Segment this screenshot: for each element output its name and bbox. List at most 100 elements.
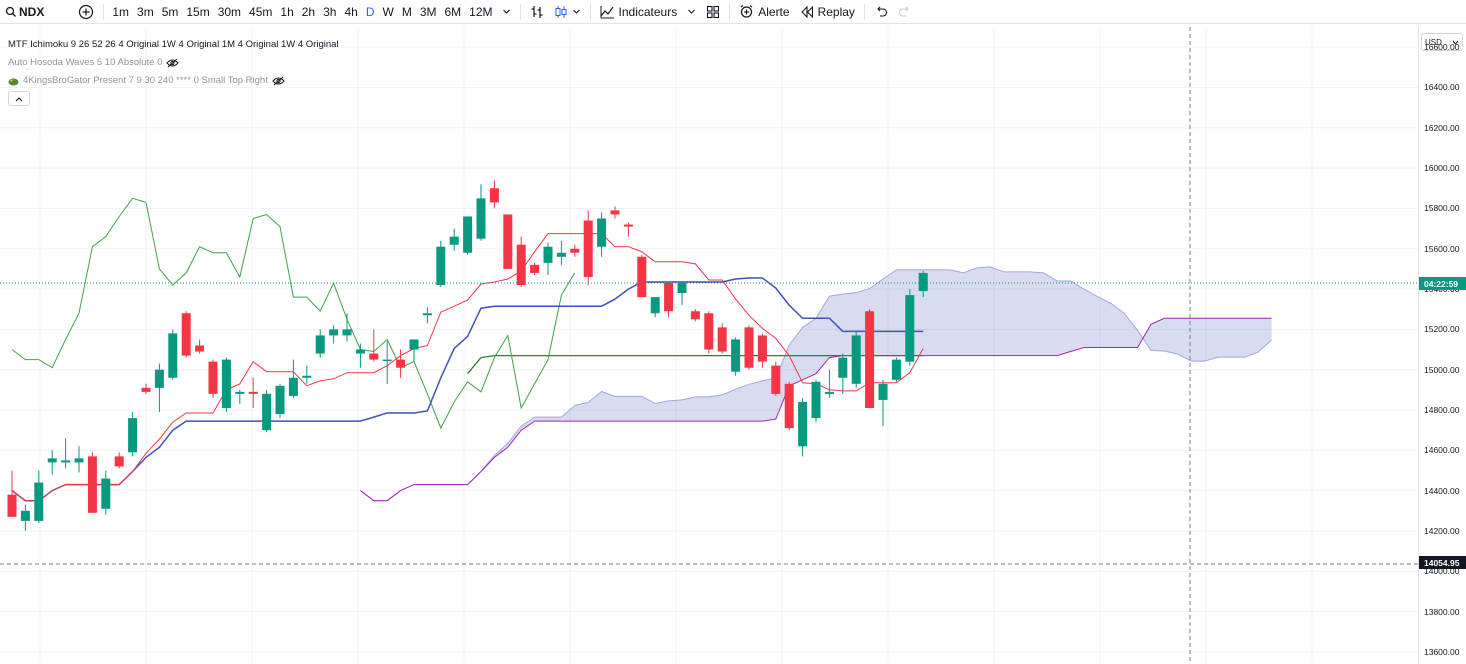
candle-style-button[interactable]: [549, 0, 586, 24]
candle: [288, 359, 298, 398]
chart-canvas[interactable]: [0, 27, 1418, 664]
candle-body: [34, 482, 44, 521]
price-tick-label: 15800.00: [1424, 203, 1460, 214]
candle-body: [556, 252, 566, 257]
candle-body: [396, 359, 406, 368]
candle: [637, 254, 647, 298]
interval-12m[interactable]: 12M: [469, 4, 493, 19]
candle: [275, 383, 285, 419]
replay-button[interactable]: Replay: [795, 0, 860, 24]
templates-button[interactable]: [701, 0, 725, 24]
candle-body: [905, 295, 915, 362]
legend-kingsbrogator[interactable]: 4KingsBroGator Present 7 9 30 240 **** 0…: [8, 72, 339, 90]
price-tick-label: 15000.00: [1424, 364, 1460, 375]
price-tick-label: 15200.00: [1424, 324, 1460, 335]
candle: [543, 242, 553, 275]
candle-body: [650, 297, 660, 314]
candle: [369, 329, 379, 362]
candle-body: [597, 218, 607, 247]
candle-body: [838, 357, 848, 378]
indicators-icon: [600, 4, 615, 19]
candle: [503, 214, 513, 269]
candle: [811, 379, 821, 423]
chevron-down-icon: [687, 7, 696, 16]
candle-body: [744, 327, 754, 368]
interval-3m[interactable]: 3m: [137, 4, 154, 19]
candle-body: [61, 460, 71, 463]
candle: [865, 309, 875, 408]
interval-30m[interactable]: 30m: [217, 4, 242, 19]
crosshair-price-tag: 14054.95: [1419, 556, 1466, 569]
chart-svg[interactable]: [0, 27, 1418, 664]
candle-body: [128, 418, 138, 453]
kumo-fill: [360, 266, 1272, 501]
candle-body: [878, 383, 888, 400]
legend-hosoda[interactable]: Auto Hosoda Waves 5 10 Absolute 0: [8, 54, 339, 72]
candle-body: [382, 359, 392, 362]
interval-15m[interactable]: 15m: [186, 4, 210, 19]
candle-body: [664, 283, 674, 312]
candle-body: [503, 214, 513, 269]
legend-ichimoku[interactable]: MTF Ichimoku 9 26 52 26 4 Original 1W 4 …: [8, 36, 339, 54]
compare-button[interactable]: [73, 0, 99, 24]
weekly-kijun-line: [467, 354, 924, 375]
candle: [235, 389, 245, 404]
indicators-button[interactable]: Indicateurs: [595, 0, 702, 24]
candles-icon: [554, 5, 568, 19]
eye-crossed-icon[interactable]: [166, 58, 180, 68]
candle: [838, 353, 848, 394]
candle-body: [275, 385, 285, 415]
candle: [516, 236, 526, 288]
candle: [221, 357, 231, 413]
interval-4h[interactable]: 4h: [344, 4, 358, 19]
interval-45m[interactable]: 45m: [249, 4, 273, 19]
candle-body: [141, 387, 151, 392]
candle-body: [74, 458, 84, 463]
candle-body: [154, 369, 164, 388]
price-tick-label: 16400.00: [1424, 82, 1460, 93]
grid-icon: [706, 5, 720, 19]
candle-body: [811, 381, 821, 419]
interval-dropdown[interactable]: [497, 0, 516, 24]
undo-button[interactable]: [869, 0, 893, 24]
candle-body: [262, 393, 272, 431]
interval-5m[interactable]: 5m: [161, 4, 179, 19]
interval-2h[interactable]: 2h: [301, 4, 316, 19]
candle: [422, 307, 432, 324]
undo-icon: [874, 6, 888, 18]
candle-body: [221, 359, 231, 408]
currency-selector[interactable]: USD: [1421, 33, 1463, 51]
interval-m[interactable]: M: [401, 4, 412, 19]
candle: [87, 452, 97, 513]
separator: [863, 3, 865, 20]
interval-w[interactable]: W: [382, 4, 394, 19]
candle-body: [248, 391, 258, 394]
candle-body: [114, 456, 124, 467]
legend-collapse-button[interactable]: [8, 91, 30, 106]
interval-3h[interactable]: 3h: [323, 4, 337, 19]
price-tick-label: 14800.00: [1424, 405, 1460, 415]
currency-label: USD: [1425, 37, 1442, 47]
kijun-sen-line: [11, 277, 924, 502]
interval-d[interactable]: D: [365, 4, 375, 19]
legend-kingsbrogator-label: 4KingsBroGator Present 7 9 30 240 **** 0…: [23, 75, 268, 86]
redo-button[interactable]: [893, 0, 917, 24]
candle-body: [851, 335, 861, 384]
interval-1m[interactable]: 1m: [112, 4, 130, 19]
candle: [690, 309, 700, 322]
symbol-search[interactable]: NDX: [0, 0, 49, 24]
interval-6m[interactable]: 6M: [444, 4, 462, 19]
indicator-legend: MTF Ichimoku 9 26 52 26 4 Original 1W 4 …: [8, 36, 339, 106]
eye-crossed-icon[interactable]: [272, 76, 285, 86]
interval-3m[interactable]: 3M: [419, 4, 437, 19]
candle-body: [798, 401, 808, 447]
price-tick-label: 16200.00: [1424, 122, 1460, 133]
candle: [61, 438, 71, 469]
bar-style-button[interactable]: [525, 0, 549, 24]
candle: [382, 341, 392, 384]
alert-button[interactable]: Alerte: [734, 0, 794, 24]
candle: [195, 339, 205, 354]
candle: [610, 206, 620, 219]
interval-1h[interactable]: 1h: [280, 4, 294, 19]
candle-body: [570, 248, 580, 253]
